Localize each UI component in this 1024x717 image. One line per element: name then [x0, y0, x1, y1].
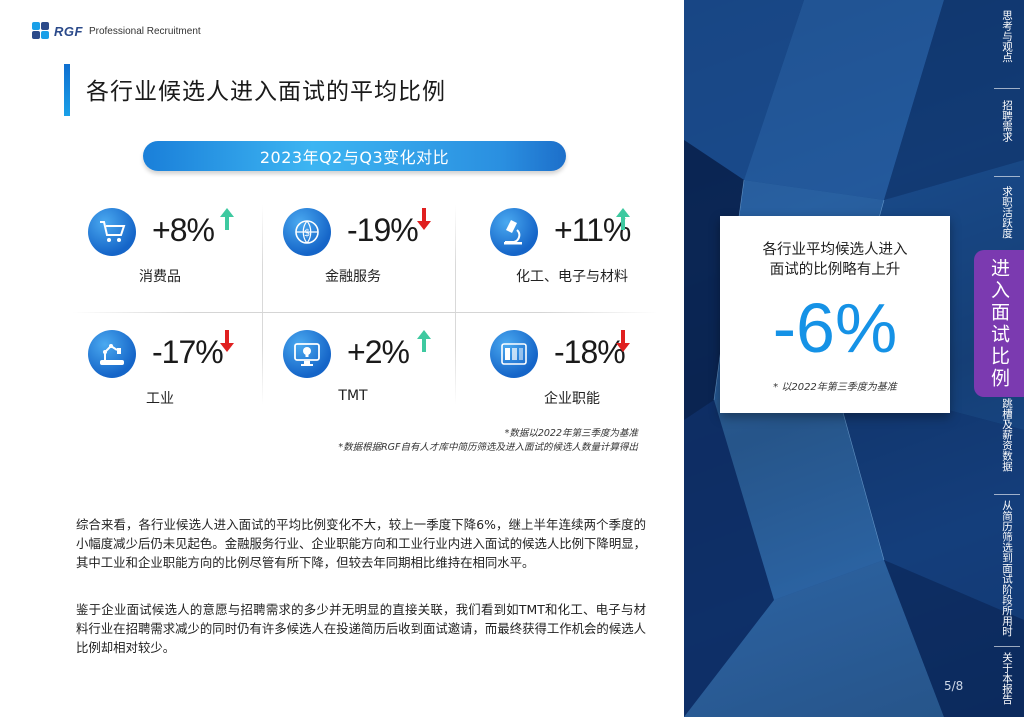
summary-value: -6% [772, 289, 898, 367]
comparison-header-pill: 2023年Q2与Q3变化对比 [143, 141, 566, 171]
microscope-icon [490, 208, 538, 256]
industry-cell-consumer: +8% 消费品 [80, 208, 280, 308]
industry-change-value: +8% [152, 212, 215, 248]
up-arrow-icon [417, 330, 431, 352]
shopping-cart-icon [88, 208, 136, 256]
grid-divider [455, 205, 456, 405]
nav-item-screening-to-interview-time[interactable]: 从简历筛选到面试阶段所用时 [990, 500, 1024, 640]
body-paragraph: 综合来看，各行业候选人进入面试的平均比例变化不大，较上一季度下降6%，继上半年连… [76, 517, 646, 570]
nav-item-hiring-demand[interactable]: 招聘需求 [990, 100, 1024, 170]
industry-change-value: -17% [152, 334, 224, 370]
nav-divider [994, 646, 1020, 647]
nav-item-label: 关于本报告 [1001, 652, 1013, 705]
body-paragraph: 鉴于企业面试候选人的意愿与招聘需求的多少并无明显的直接关联，我们看到如TMT和化… [76, 602, 646, 655]
grid-divider [262, 205, 263, 405]
industry-label: 化工、电子与材料 [516, 269, 628, 285]
industry-label: 企业职能 [544, 391, 600, 407]
nav-item-label: 招聘需求 [1001, 100, 1013, 142]
globe-currency-icon: $ [283, 208, 331, 256]
industry-cell-tmt: +2% TMT [275, 330, 475, 430]
nav-item-label: 思考与观点 [1001, 10, 1013, 63]
logo-brand: RGF [54, 23, 83, 39]
logo-mark-icon [32, 22, 50, 40]
industry-cell-corporate: -18% 企业职能 [482, 330, 682, 430]
nav-item-label: 从简历筛选到面试阶段所用时 [1001, 500, 1013, 637]
nav-item-job-seeking-activity[interactable]: 求职活跃度 [990, 186, 1024, 248]
section-nav-sidebar: 思考与观点 招聘需求 求职活跃度 跳槽及薪资数据 从简历筛选到面试阶段所用时 关… [990, 0, 1024, 717]
industry-change-value: +2% [347, 334, 410, 370]
robot-arm-icon [88, 330, 136, 378]
nav-item-interview-ratio-active[interactable]: 进入面试比例 [974, 250, 1024, 397]
summary-heading-line: 面试的比例略有上升 [769, 262, 901, 278]
summary-footnote: * 以2022年第三季度为基准 [773, 382, 897, 393]
industry-change-value: +11% [554, 212, 631, 248]
down-arrow-icon [417, 208, 431, 230]
industry-label: 工业 [146, 391, 174, 407]
down-arrow-icon [220, 330, 234, 352]
page-title: 各行业候选人进入面试的平均比例 [86, 79, 446, 105]
nav-item-label: 求职活跃度 [1001, 186, 1013, 239]
summary-card: 各行业平均候选人进入 面试的比例略有上升 -6% * 以2022年第三季度为基准 [720, 216, 950, 413]
data-notes: *数据以2022年第三季度为基准 *数据根据RGF自有人才库中简历筛选及进入面试… [338, 427, 638, 455]
data-note: *数据根据RGF自有人才库中简历筛选及进入面试的候选人数量计算得出 [338, 442, 638, 453]
up-arrow-icon [616, 208, 630, 230]
data-note: *数据以2022年第三季度为基准 [504, 428, 638, 439]
industry-change-value: -19% [347, 212, 419, 248]
nav-item-label: 跳槽及薪资数据 [1001, 398, 1013, 472]
nav-active-label: 进入面试比例 [988, 257, 1010, 390]
industry-label: 金融服务 [325, 269, 381, 285]
title-accent-bar [64, 64, 70, 116]
summary-heading: 各行业平均候选人进入 面试的比例略有上升 [720, 240, 950, 280]
nav-item-about-report[interactable]: 关于本报告 [990, 652, 1024, 712]
page-number: 5/8 [944, 679, 964, 693]
rgf-logo: RGF Professional Recruitment [32, 18, 201, 44]
logo-subtitle: Professional Recruitment [88, 25, 201, 37]
dashboard-icon [490, 330, 538, 378]
monitor-lightbulb-icon [283, 330, 331, 378]
industry-label: 消费品 [139, 269, 181, 285]
comparison-header-text: 2023年Q2与Q3变化对比 [259, 148, 450, 167]
nav-divider [994, 176, 1020, 177]
industry-change-value: -18% [554, 334, 626, 370]
industry-label: TMT [338, 388, 368, 404]
svg-text:$: $ [304, 228, 310, 239]
summary-heading-line: 各行业平均候选人进入 [762, 242, 908, 258]
grid-divider [72, 312, 658, 313]
up-arrow-icon [220, 208, 234, 230]
industry-cell-finance: $ -19% 金融服务 [275, 208, 475, 308]
industry-cell-chemical: +11% 化工、电子与材料 [482, 208, 682, 308]
nav-divider [994, 88, 1020, 89]
nav-divider [994, 494, 1020, 495]
down-arrow-icon [616, 330, 630, 352]
nav-item-job-change-salary[interactable]: 跳槽及薪资数据 [990, 398, 1024, 490]
industry-cell-industrial: -17% 工业 [80, 330, 280, 430]
nav-item-insights[interactable]: 思考与观点 [990, 10, 1024, 80]
